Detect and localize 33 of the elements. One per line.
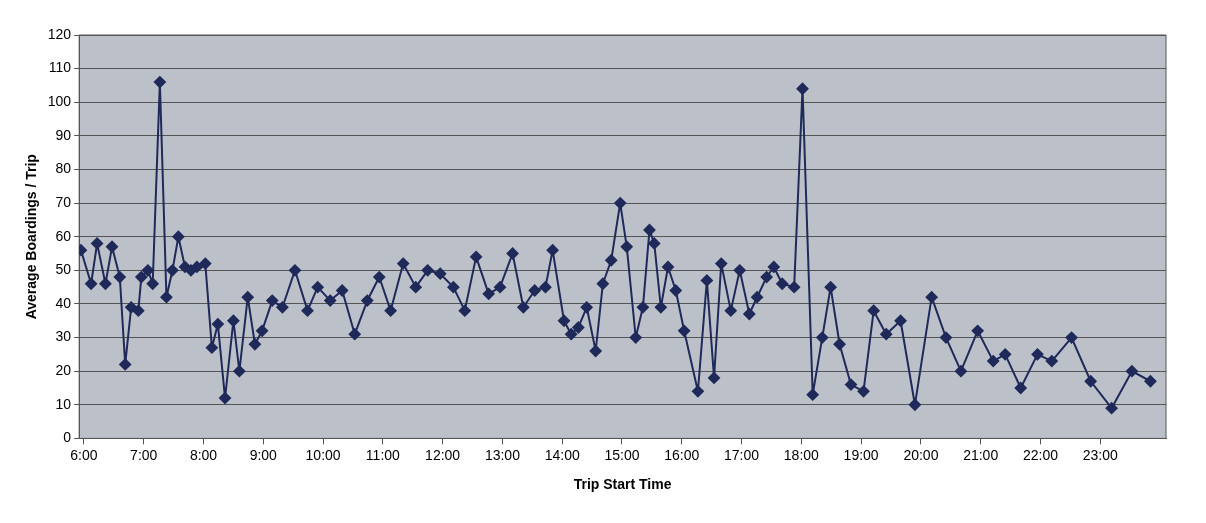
y-tick-label: 10 (55, 395, 72, 412)
y-tick-label: 30 (55, 328, 72, 345)
y-tick-label: 90 (55, 126, 72, 143)
y-tick-label: 110 (48, 59, 72, 76)
x-tick-label: 12:00 (425, 446, 461, 463)
x-tick-label: 18:00 (783, 446, 820, 463)
x-tick-label: 17:00 (724, 446, 760, 463)
x-axis-title: Trip Start Time (573, 476, 672, 493)
y-tick-label: 0 (63, 429, 72, 446)
x-tick-label: 6:00 (70, 446, 98, 463)
y-tick-label: 120 (47, 25, 72, 42)
y-tick-label: 20 (55, 362, 72, 379)
x-tick-label: 16:00 (664, 446, 700, 463)
y-tick-label: 70 (55, 193, 72, 210)
x-tick-label: 14:00 (544, 446, 580, 463)
x-tick-label: 8:00 (189, 446, 218, 463)
x-tick-label: 13:00 (484, 446, 521, 463)
y-tick-label: 80 (55, 160, 72, 177)
x-tick-label: 11:00 (365, 446, 401, 463)
x-tick-label: 10:00 (305, 446, 341, 463)
y-axis-title: Average Boardings / Trip (23, 154, 40, 320)
y-tick-label: 50 (55, 261, 72, 278)
x-tick-label: 19:00 (843, 446, 879, 463)
x-tick-label: 7:00 (130, 446, 158, 463)
x-tick-label: 21:00 (963, 446, 999, 463)
y-tick-label: 40 (55, 294, 72, 311)
y-tick-label: 100 (47, 93, 72, 110)
x-tick-label: 9:00 (249, 446, 278, 463)
y-tick-label: 60 (55, 227, 72, 244)
x-tick-label: 15:00 (604, 446, 640, 463)
x-tick-label: 20:00 (903, 446, 939, 463)
x-tick-label: 23:00 (1082, 446, 1118, 463)
x-tick-label: 22:00 (1022, 446, 1059, 463)
